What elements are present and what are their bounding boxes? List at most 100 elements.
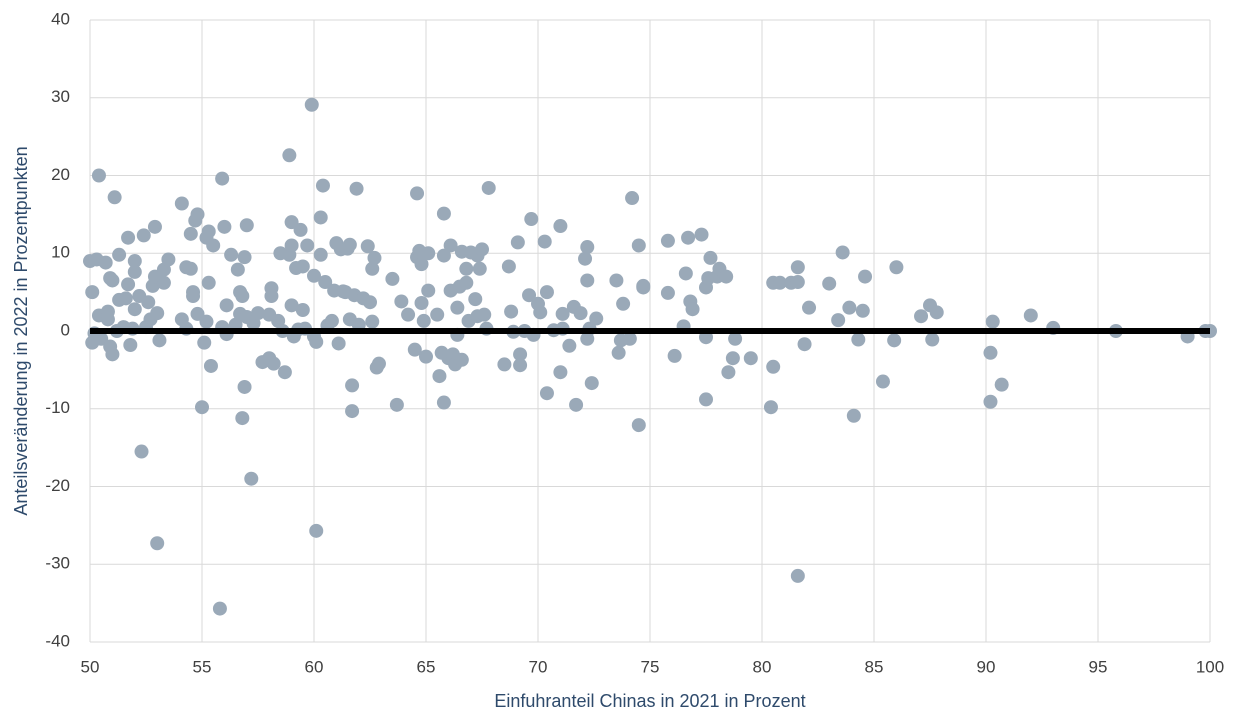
point	[112, 247, 127, 262]
point	[631, 238, 646, 253]
point	[929, 305, 944, 320]
point	[983, 345, 998, 360]
point	[237, 250, 252, 265]
point	[667, 348, 682, 363]
point	[504, 304, 519, 319]
point	[342, 237, 357, 252]
point	[217, 219, 232, 234]
point	[315, 178, 330, 193]
point	[539, 386, 554, 401]
point	[578, 251, 593, 266]
point	[533, 305, 548, 320]
point	[282, 148, 297, 163]
point	[721, 365, 736, 380]
point	[636, 280, 651, 295]
point	[324, 313, 339, 328]
point	[537, 234, 552, 249]
point	[309, 334, 324, 349]
point	[846, 408, 861, 423]
point	[875, 374, 890, 389]
point	[790, 275, 805, 290]
point	[835, 245, 850, 260]
point	[622, 331, 637, 346]
point	[569, 397, 584, 412]
point	[367, 250, 382, 265]
y-axis-title: Anteilsveränderung in 2022 in Prozentpun…	[11, 146, 31, 515]
point	[797, 337, 812, 352]
x-tick-label: 65	[417, 657, 436, 676]
point	[851, 332, 866, 347]
point	[436, 248, 451, 263]
point	[318, 275, 333, 290]
point	[212, 601, 227, 616]
point	[553, 219, 568, 234]
point	[127, 302, 142, 317]
point	[206, 238, 221, 253]
point	[454, 352, 469, 367]
point	[105, 273, 120, 288]
point	[215, 171, 230, 186]
point	[224, 247, 239, 262]
point	[510, 235, 525, 250]
point	[699, 392, 713, 407]
point	[394, 294, 409, 309]
x-tick-label: 100	[1196, 657, 1224, 676]
point	[573, 306, 588, 321]
point	[100, 304, 115, 319]
point	[389, 397, 404, 412]
x-tick-label: 95	[1089, 657, 1108, 676]
point	[419, 349, 433, 364]
point	[103, 339, 118, 354]
point	[414, 296, 429, 311]
point	[589, 311, 604, 326]
y-tick-label: 20	[51, 165, 70, 184]
point	[183, 261, 198, 276]
point	[477, 307, 492, 322]
point	[660, 233, 675, 248]
point	[678, 266, 693, 281]
point	[313, 210, 328, 225]
point	[300, 238, 315, 253]
point	[201, 275, 216, 290]
point	[790, 260, 805, 275]
point	[481, 180, 496, 195]
x-tick-label: 85	[865, 657, 884, 676]
point	[277, 365, 292, 380]
point	[802, 300, 817, 315]
point	[983, 394, 998, 409]
point	[719, 269, 734, 284]
y-tick-label: 40	[51, 9, 70, 28]
point	[360, 239, 375, 254]
point	[85, 285, 100, 300]
point	[584, 376, 599, 391]
point	[421, 283, 436, 298]
y-tick-label: 10	[51, 243, 70, 262]
point	[889, 260, 904, 275]
x-tick-label: 55	[193, 657, 212, 676]
point	[822, 276, 837, 291]
point	[309, 523, 324, 538]
point	[790, 568, 805, 583]
point	[195, 400, 209, 415]
point	[703, 250, 718, 265]
point	[91, 168, 106, 183]
point	[295, 259, 310, 274]
point	[728, 331, 743, 346]
x-tick-label: 90	[977, 657, 996, 676]
x-tick-label: 80	[753, 657, 772, 676]
point	[331, 336, 346, 351]
point	[685, 302, 700, 317]
point	[237, 379, 252, 394]
point	[161, 252, 176, 267]
point	[625, 191, 640, 206]
point	[766, 359, 781, 374]
x-tick-label: 75	[641, 657, 660, 676]
point	[407, 342, 422, 357]
point	[121, 230, 136, 245]
point	[201, 224, 216, 239]
point	[230, 262, 245, 277]
point	[284, 238, 299, 253]
point	[345, 378, 360, 393]
point	[190, 207, 205, 222]
